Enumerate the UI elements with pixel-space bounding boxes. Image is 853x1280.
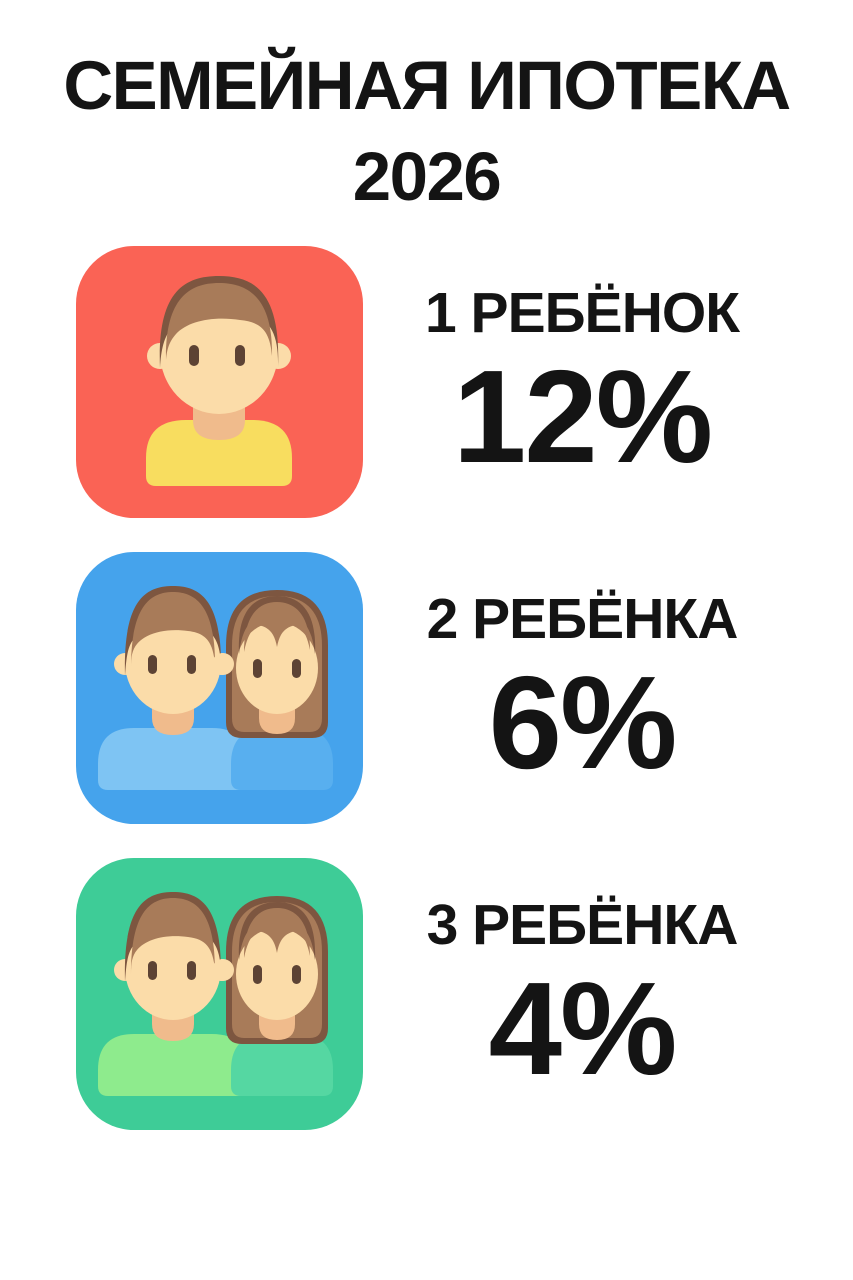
boy-shirt	[98, 728, 248, 791]
boy-shirt	[98, 1034, 248, 1097]
rate-info-1: 1 РЕБЁНОК 12%	[363, 280, 853, 491]
boy-hair	[131, 592, 215, 669]
girl-eyes	[253, 659, 301, 679]
boy-hair	[165, 283, 273, 361]
girl-fringe	[244, 602, 310, 653]
card-label: 1 РЕБЁНОК	[425, 280, 740, 345]
boy-face	[125, 610, 221, 715]
rate-row-3-children: 3 РЕБЁНКА 4%	[76, 858, 853, 1131]
girl-eyes	[253, 965, 301, 985]
boy-eyes	[189, 345, 245, 367]
boy-hair	[131, 898, 215, 975]
boy-face	[125, 916, 221, 1021]
card-rate: 12%	[452, 343, 713, 491]
rate-info-2: 2 РЕБЁНКА 6%	[363, 586, 853, 797]
two-children-icon	[76, 552, 363, 825]
page-title: СЕМЕЙНАЯ ИПОТЕКА 2026	[0, 0, 853, 222]
girl-face	[236, 928, 318, 1021]
two-children-icon	[76, 858, 363, 1131]
rate-rows: 1 РЕБЁНОК 12%	[0, 246, 853, 1131]
boy-eyes	[148, 961, 196, 981]
girl-shirt	[231, 728, 333, 791]
rate-row-1-child: 1 РЕБЁНОК 12%	[76, 246, 853, 519]
card-rate: 4%	[488, 955, 678, 1103]
boy-shirt	[146, 420, 292, 487]
card-rate: 6%	[488, 649, 678, 797]
girl-fringe	[244, 908, 310, 959]
page-title-line1: СЕМЕЙНАЯ ИПОТЕКА	[63, 47, 791, 124]
rate-info-3: 3 РЕБЁНКА 4%	[363, 892, 853, 1103]
girl-shirt	[231, 1034, 333, 1097]
boy-eyes	[148, 655, 196, 675]
card-label: 2 РЕБЁНКА	[426, 586, 739, 651]
page-title-line2: 2026	[352, 138, 502, 216]
rate-row-2-children: 2 РЕБЁНКА 6%	[76, 552, 853, 825]
one-child-icon	[76, 246, 363, 519]
boy-ear-front	[212, 959, 234, 982]
girl-face	[236, 622, 318, 715]
boy-ear-front	[212, 653, 234, 676]
card-label: 3 РЕБЁНКА	[426, 892, 739, 957]
